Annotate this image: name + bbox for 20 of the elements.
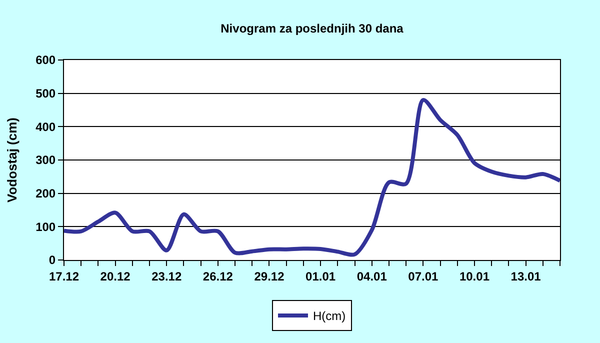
x-tick-label: 10.01	[459, 269, 490, 284]
y-tick-label: 100	[36, 220, 56, 234]
y-axis-title: Vodostaj (cm)	[4, 118, 20, 202]
x-tick-label: 26.12	[202, 269, 234, 284]
x-tick-label: 13.01	[510, 269, 542, 284]
legend-label: H(cm)	[313, 309, 346, 324]
y-tick-label: 600	[36, 53, 56, 68]
y-tick-label: 400	[36, 120, 56, 134]
x-tick-label: 29.12	[254, 269, 285, 284]
y-tick-label: 0	[48, 253, 56, 268]
x-tick-label: 20.12	[100, 269, 131, 284]
x-tick-label: 07.01	[408, 269, 439, 284]
y-tick-label: 200	[36, 186, 56, 201]
chart-title: Nivogram za poslednjih 30 dana	[220, 21, 404, 36]
x-tick-label: 17.12	[48, 269, 80, 284]
y-tick-label: 300	[36, 153, 56, 168]
x-tick-label: 04.01	[356, 269, 388, 284]
x-tick-label: 01.01	[306, 269, 336, 284]
x-tick-label: 23.12	[152, 269, 182, 284]
y-tick-label: 500	[36, 86, 56, 101]
